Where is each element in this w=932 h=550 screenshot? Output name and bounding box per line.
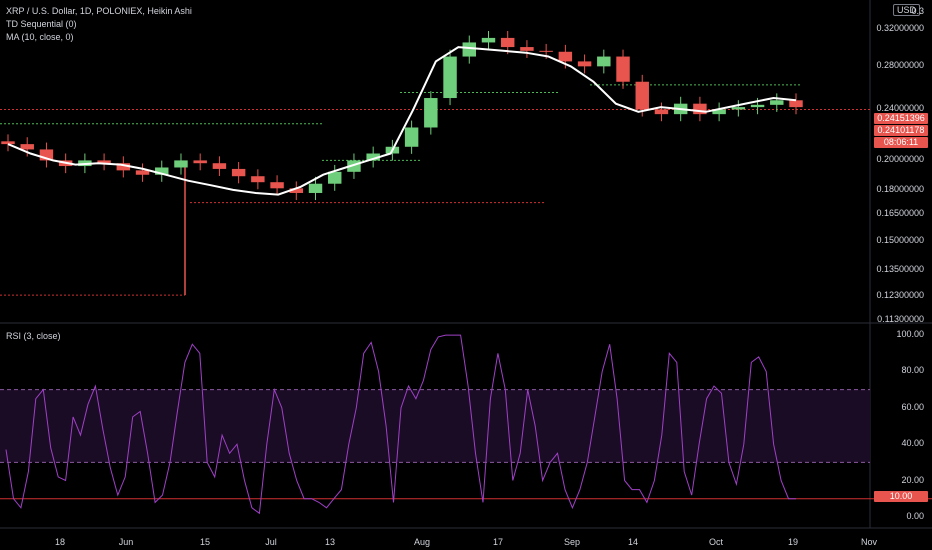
candle-body: [789, 100, 803, 108]
candle-body: [539, 50, 553, 52]
candle-body: [500, 37, 515, 48]
rsi-tick: 20.00: [901, 474, 924, 485]
price-tick: 0.24000000: [876, 103, 924, 114]
time-tick: Nov: [860, 537, 878, 547]
countdown-tag: 08:06:11: [874, 137, 928, 148]
price-tick: 0.11300000: [877, 314, 924, 324]
time-tick: Oct: [708, 537, 724, 547]
candle-body: [404, 127, 419, 147]
time-tick: 15: [199, 537, 211, 547]
candle-body: [616, 56, 630, 82]
chart-title[interactable]: XRP / U.S. Dollar, 1D, POLONIEX, Heikin …: [6, 6, 192, 16]
candle-body: [174, 160, 188, 168]
candle-body: [520, 47, 534, 51]
rsi-value-tag: 10.00: [874, 491, 928, 502]
time-tick: 18: [54, 537, 66, 547]
candle-body: [693, 103, 707, 115]
candle-body: [251, 176, 265, 183]
ma-line: [7, 46, 797, 196]
time-tick: 17: [492, 537, 504, 547]
candle-body: [135, 170, 150, 175]
price-tick: 0.18000000: [876, 183, 924, 194]
candle-body: [193, 160, 207, 164]
candle-body: [558, 51, 573, 62]
candle-body: [770, 100, 784, 105]
time-tick: Jun: [118, 537, 134, 547]
candle-body: [20, 144, 34, 150]
candle-body: [39, 149, 54, 161]
candle-body: [289, 188, 304, 193]
candle-body: [424, 98, 438, 128]
prev-price-tag: 0.24101178: [874, 125, 928, 136]
candle-body: [731, 107, 746, 110]
price-tick: 0.12300000: [876, 290, 924, 301]
time-tick: 14: [627, 537, 639, 547]
candle-body: [462, 42, 476, 57]
time-tick: 13: [324, 537, 336, 547]
candle-body: [97, 160, 111, 164]
rsi-tick: 60.00: [901, 401, 924, 412]
candle-body: [270, 182, 284, 189]
candle-body: [635, 81, 649, 110]
price-tick: 0.15000000: [876, 234, 924, 245]
price-tick: 0.16500000: [876, 208, 924, 219]
rsi-tick: 0.00: [906, 510, 924, 521]
candle-body: [750, 104, 765, 108]
price-tick: 0.28000000: [876, 60, 924, 71]
time-tick: Aug: [413, 537, 431, 547]
price-tick: 0.32000000: [876, 23, 924, 34]
candle-body: [597, 56, 611, 67]
candle-body: [712, 109, 726, 115]
candle-body: [366, 153, 380, 161]
candle-body: [1, 141, 15, 145]
candle-body: [308, 183, 323, 193]
candle-body: [577, 61, 592, 67]
price-tick: 0.20000000: [876, 154, 924, 165]
td-sequential-legend[interactable]: TD Sequential (0): [6, 19, 77, 29]
candle-body: [116, 163, 131, 171]
candle-body: [443, 56, 457, 99]
currency-button[interactable]: USD: [892, 4, 920, 16]
rsi-tick: 100.00: [896, 329, 924, 340]
candle-body: [481, 37, 496, 43]
candle-body: [231, 168, 246, 177]
candle-body: [347, 160, 361, 172]
rsi-tick: 40.00: [901, 438, 924, 449]
rsi-tick: 80.00: [901, 365, 924, 376]
time-tick: Jul: [265, 537, 277, 547]
candle-body: [212, 163, 227, 169]
rsi-band: [0, 389, 870, 463]
candle-body: [155, 167, 169, 175]
rsi-legend[interactable]: RSI (3, close): [6, 331, 61, 341]
time-tick: Sep: [563, 537, 581, 547]
price-tick-top: 0.3: [911, 6, 924, 17]
candle-body: [654, 109, 669, 115]
last-price-tag: 0.24151396: [874, 113, 928, 124]
price-tick: 0.13500000: [876, 264, 924, 275]
rsi-line: [5, 334, 796, 515]
ma-legend[interactable]: MA (10, close, 0): [6, 32, 74, 42]
time-tick: 19: [787, 537, 799, 547]
candle-body: [328, 171, 342, 184]
